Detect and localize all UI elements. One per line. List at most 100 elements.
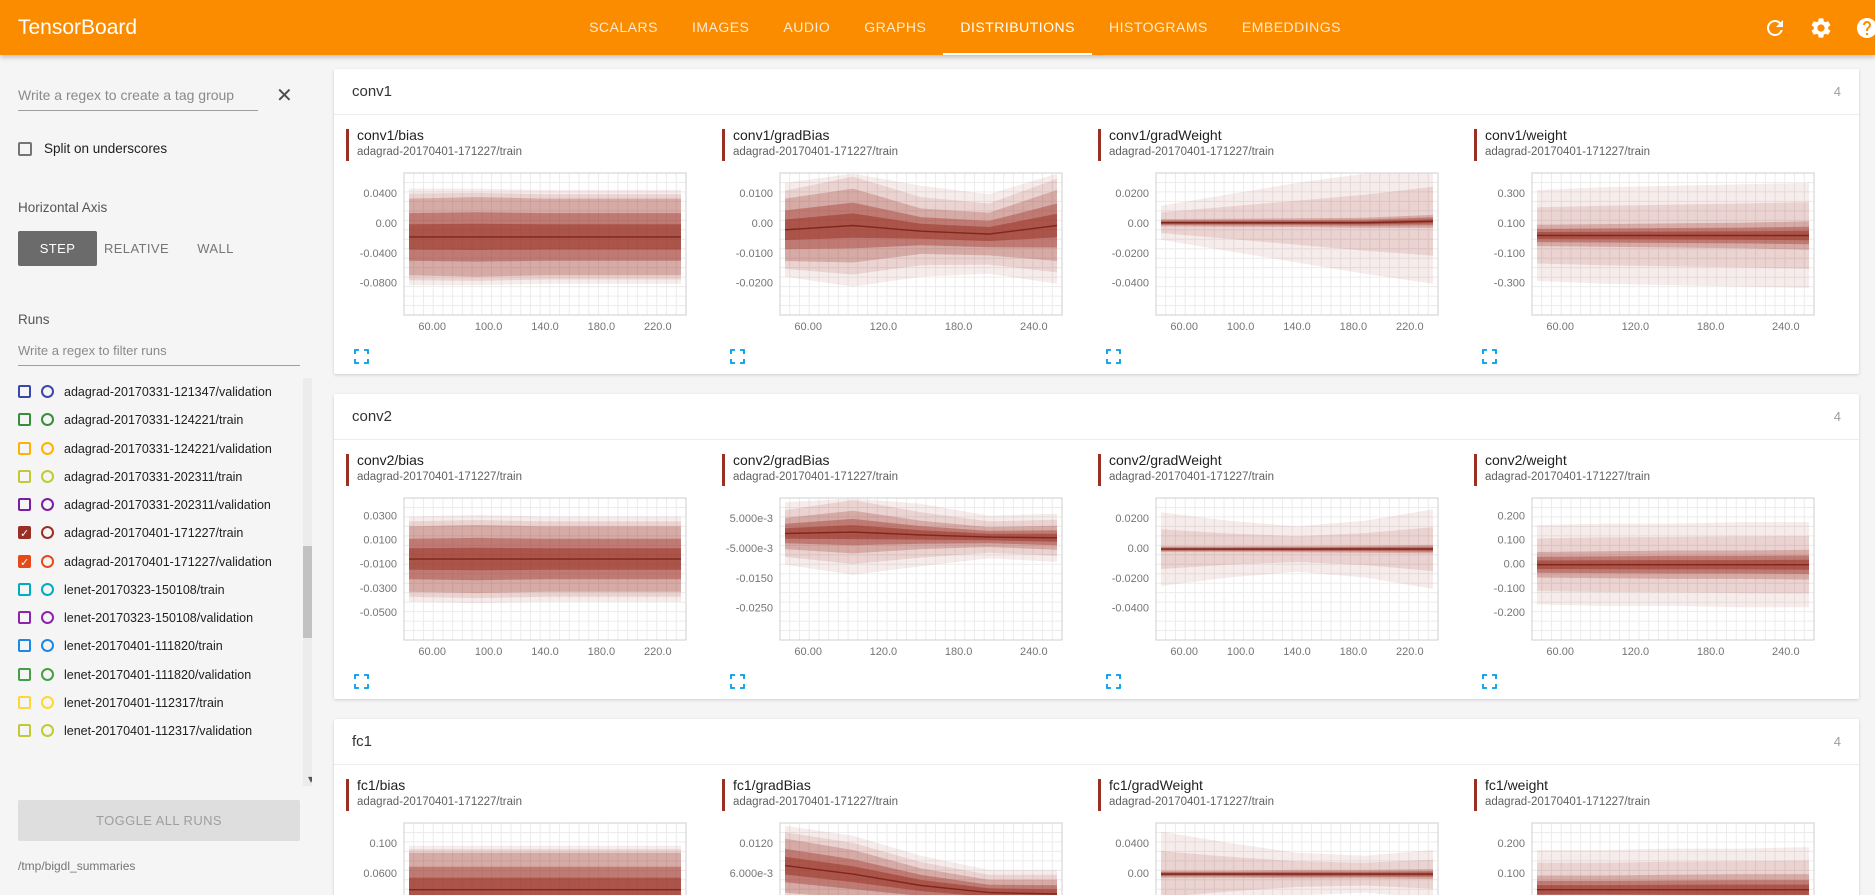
- run-checkbox[interactable]: [18, 385, 31, 398]
- run-radio[interactable]: [41, 611, 54, 624]
- run-checkbox[interactable]: [18, 639, 31, 653]
- axis-button-step[interactable]: STEP: [18, 231, 97, 266]
- chart-title: conv2/gradWeight: [1109, 452, 1222, 468]
- tab-graphs[interactable]: GRAPHS: [864, 19, 927, 35]
- fullscreen-icon[interactable]: [354, 349, 369, 364]
- svg-text:180.0: 180.0: [945, 646, 973, 658]
- axis-button-wall[interactable]: WALL: [197, 241, 234, 256]
- run-radio[interactable]: [41, 413, 54, 427]
- tag-group-card: conv1 4 conv1/bias adagrad-20170401-171227/…: [334, 69, 1859, 374]
- split-underscores-label: Split on underscores: [44, 141, 168, 156]
- tab-scalars[interactable]: SCALARS: [589, 19, 658, 35]
- fullscreen-icon[interactable]: [730, 674, 745, 689]
- series-color-bar: [722, 779, 725, 811]
- scroll-down-arrow-icon[interactable]: ▾: [307, 772, 312, 786]
- run-checkbox[interactable]: ✓: [18, 526, 31, 541]
- run-row[interactable]: adagrad-20170331-202311/validation: [18, 491, 312, 519]
- fullscreen-icon[interactable]: [1106, 674, 1121, 689]
- fullscreen-icon[interactable]: [1482, 349, 1497, 364]
- svg-text:60.00: 60.00: [1170, 321, 1198, 333]
- run-row[interactable]: ✓ adagrad-20170401-171227/validation: [18, 548, 312, 576]
- refresh-icon[interactable]: [1763, 16, 1787, 40]
- run-checkbox[interactable]: [18, 413, 31, 427]
- run-checkbox[interactable]: [18, 724, 31, 737]
- run-row[interactable]: adagrad-20170331-124221/train: [18, 406, 312, 434]
- run-radio[interactable]: [41, 469, 54, 483]
- runs-scrollbar-track[interactable]: [303, 378, 312, 786]
- tag-regex-input[interactable]: [18, 81, 258, 111]
- svg-text:-0.100: -0.100: [1494, 583, 1525, 595]
- fullscreen-icon[interactable]: [1106, 349, 1121, 364]
- run-radio[interactable]: [41, 526, 54, 540]
- run-checkbox[interactable]: [18, 498, 31, 511]
- distribution-plot: 0.0200 0.00 -0.0200 -0.0400 60.00 100.0 140.0 1…: [1112, 172, 1439, 333]
- run-radio[interactable]: [41, 498, 54, 511]
- run-radio[interactable]: [41, 639, 54, 653]
- run-radio[interactable]: [41, 441, 54, 455]
- chart-title: conv1/weight: [1485, 127, 1567, 143]
- tab-audio[interactable]: AUDIO: [783, 19, 831, 35]
- toggle-all-runs-button[interactable]: TOGGLE ALL RUNS: [18, 800, 300, 841]
- help-icon[interactable]: [1855, 16, 1875, 40]
- svg-text:180.0: 180.0: [1340, 321, 1368, 333]
- run-checkbox[interactable]: ✓: [18, 554, 31, 569]
- svg-text:0.100: 0.100: [1497, 868, 1525, 880]
- run-row[interactable]: lenet-20170401-112317/validation: [18, 717, 312, 745]
- run-radio[interactable]: [41, 667, 54, 681]
- run-checkbox[interactable]: [18, 667, 31, 681]
- distribution-chart-card: fc1/gradWeight adagrad-20170401-171227/tr…: [1098, 777, 1474, 895]
- charts-row: conv1/bias adagrad-20170401-171227/train 0…: [334, 115, 1859, 374]
- svg-text:-0.0400: -0.0400: [1112, 278, 1149, 290]
- run-row[interactable]: lenet-20170323-150108/train: [18, 576, 312, 604]
- run-checkbox[interactable]: [18, 611, 31, 624]
- tab-histograms[interactable]: HISTOGRAMS: [1109, 19, 1208, 35]
- run-row[interactable]: lenet-20170323-150108/validation: [18, 604, 312, 632]
- runs-scrollbar-thumb[interactable]: [303, 546, 312, 638]
- run-row[interactable]: lenet-20170401-111820/train: [18, 632, 312, 660]
- fullscreen-icon[interactable]: [1482, 674, 1497, 689]
- top-bar: TensorBoard SCALARS IMAGES AUDIO GRAPHS DIST…: [0, 0, 1875, 55]
- fullscreen-icon[interactable]: [354, 674, 369, 689]
- svg-text:120.0: 120.0: [1622, 321, 1650, 333]
- split-underscores-row[interactable]: Split on underscores: [18, 141, 318, 156]
- tag-group-header[interactable]: conv1 4: [334, 69, 1859, 115]
- run-row[interactable]: adagrad-20170331-124221/validation: [18, 435, 312, 463]
- run-row[interactable]: lenet-20170401-111820/validation: [18, 661, 312, 689]
- run-radio[interactable]: [41, 554, 54, 568]
- run-row[interactable]: lenet-20170401-112317/train: [18, 689, 312, 717]
- run-radio[interactable]: [41, 724, 54, 737]
- run-label: lenet-20170323-150108/validation: [64, 611, 254, 625]
- series-color-bar: [722, 129, 725, 161]
- run-checkbox[interactable]: [18, 695, 31, 709]
- run-checkbox[interactable]: [18, 469, 31, 483]
- run-radio[interactable]: [41, 385, 54, 398]
- svg-text:-0.200: -0.200: [1494, 607, 1525, 619]
- svg-text:0.0120: 0.0120: [739, 838, 773, 850]
- axis-button-relative[interactable]: RELATIVE: [103, 241, 170, 256]
- tab-embeddings[interactable]: EMBEDDINGS: [1241, 19, 1341, 35]
- run-radio[interactable]: [41, 582, 54, 596]
- settings-gear-icon[interactable]: [1809, 16, 1833, 40]
- split-underscores-checkbox[interactable]: [18, 141, 32, 156]
- horizontal-axis-buttons: STEP RELATIVE WALL: [18, 231, 318, 266]
- distribution-plot: 0.1000.06000.0200-0.020060.00100.0140.01…: [363, 822, 687, 895]
- svg-text:0.200: 0.200: [1497, 510, 1525, 522]
- run-radio[interactable]: [41, 695, 54, 709]
- distribution-plot: 0.0200 0.00 -0.0200 -0.0400 60.00 100.0 140.0 1…: [1112, 497, 1439, 658]
- tag-group-header[interactable]: conv2 4: [334, 394, 1859, 440]
- close-icon[interactable]: ✕: [276, 85, 293, 107]
- tag-group-header[interactable]: fc1 4: [334, 719, 1859, 765]
- run-row[interactable]: adagrad-20170331-202311/train: [18, 463, 312, 491]
- run-row[interactable]: adagrad-20170331-121347/validation: [18, 378, 312, 406]
- tab-images[interactable]: IMAGES: [691, 19, 750, 35]
- tab-distributions[interactable]: DISTRIBUTIONS: [943, 0, 1092, 55]
- runs-filter-input[interactable]: [18, 337, 300, 366]
- run-checkbox[interactable]: [18, 441, 31, 455]
- svg-text:0.00: 0.00: [1128, 868, 1149, 880]
- run-checkbox[interactable]: [18, 582, 31, 596]
- chart-run-name: adagrad-20170401-171227/train: [1109, 146, 1274, 158]
- distribution-plot: 0.04000.00-0.040060.00100.0140.0180.0220…: [1115, 822, 1439, 895]
- fullscreen-icon[interactable]: [730, 349, 745, 364]
- run-row[interactable]: ✓ adagrad-20170401-171227/train: [18, 519, 312, 547]
